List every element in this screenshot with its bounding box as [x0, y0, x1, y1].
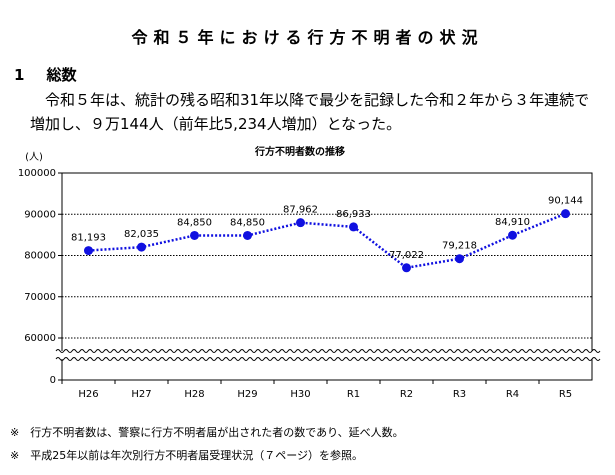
x-tick-label: H29	[237, 389, 257, 400]
data-label: 90,144	[548, 196, 583, 207]
x-tick-label: H27	[131, 389, 151, 400]
x-tick-label: R1	[347, 389, 360, 400]
y-tick-label: 0	[50, 375, 56, 386]
note: ※ 行方不明者数は、警察に行方不明者届が出された者の数であり、延べ人数。	[10, 426, 404, 439]
y-tick-label: 70000	[24, 292, 56, 303]
data-point	[349, 222, 358, 232]
note: ※ 平成25年以前は年次別行方不明者届受理状況（７ページ）を参照。	[10, 449, 363, 462]
y-tick-label: 80000	[24, 251, 56, 262]
section-number: 1	[14, 66, 25, 84]
data-label: 84,910	[495, 217, 530, 228]
data-label: 86,933	[336, 209, 371, 220]
data-point	[243, 230, 252, 240]
page-title: 令和５年における行方不明者の状況	[131, 28, 484, 47]
data-line	[88, 212, 566, 270]
data-label: 84,850	[177, 217, 212, 228]
data-label: 77,022	[389, 250, 424, 261]
y-tick-label: 100000	[18, 168, 56, 179]
y-tick-label: 60000	[24, 333, 56, 344]
data-label: 84,850	[230, 217, 265, 228]
data-point	[508, 230, 517, 240]
data-point	[137, 242, 146, 252]
chart-title: 行方不明者数の推移	[254, 145, 345, 158]
x-tick-label: R2	[400, 389, 413, 400]
x-tick-label: R5	[559, 389, 572, 400]
plot-frame	[61, 172, 593, 381]
section-heading: 1 総数	[14, 64, 98, 85]
section-title: 総数	[46, 66, 77, 84]
y-tick-label: 90000	[24, 209, 56, 220]
data-point	[296, 218, 305, 228]
data-label: 87,962	[283, 205, 318, 216]
x-tick-label: R4	[506, 389, 519, 400]
y-axis-label: (人)	[25, 152, 43, 163]
x-tick-label: R3	[453, 389, 466, 400]
data-point	[455, 254, 464, 264]
data-point	[190, 230, 199, 240]
data-point	[402, 263, 411, 273]
data-point	[561, 209, 570, 219]
axis-break-gap	[56, 351, 598, 359]
x-tick-label: H30	[290, 389, 310, 400]
x-tick-label: H26	[78, 389, 98, 400]
x-tick-label: H28	[184, 389, 204, 400]
data-label: 81,193	[71, 233, 106, 244]
data-label: 82,035	[124, 229, 159, 240]
body-text: 令和５年は、統計の残る昭和31年以降で最少を記録した令和２年から３年連続で増加し…	[30, 91, 590, 133]
axis-break	[55, 357, 601, 361]
data-label: 79,218	[442, 241, 477, 252]
chart: 行方不明者数の推移 (人) 0 60000 70000 80000 90000 10000…	[18, 145, 601, 400]
data-point	[84, 246, 93, 256]
axis-break	[55, 349, 601, 353]
